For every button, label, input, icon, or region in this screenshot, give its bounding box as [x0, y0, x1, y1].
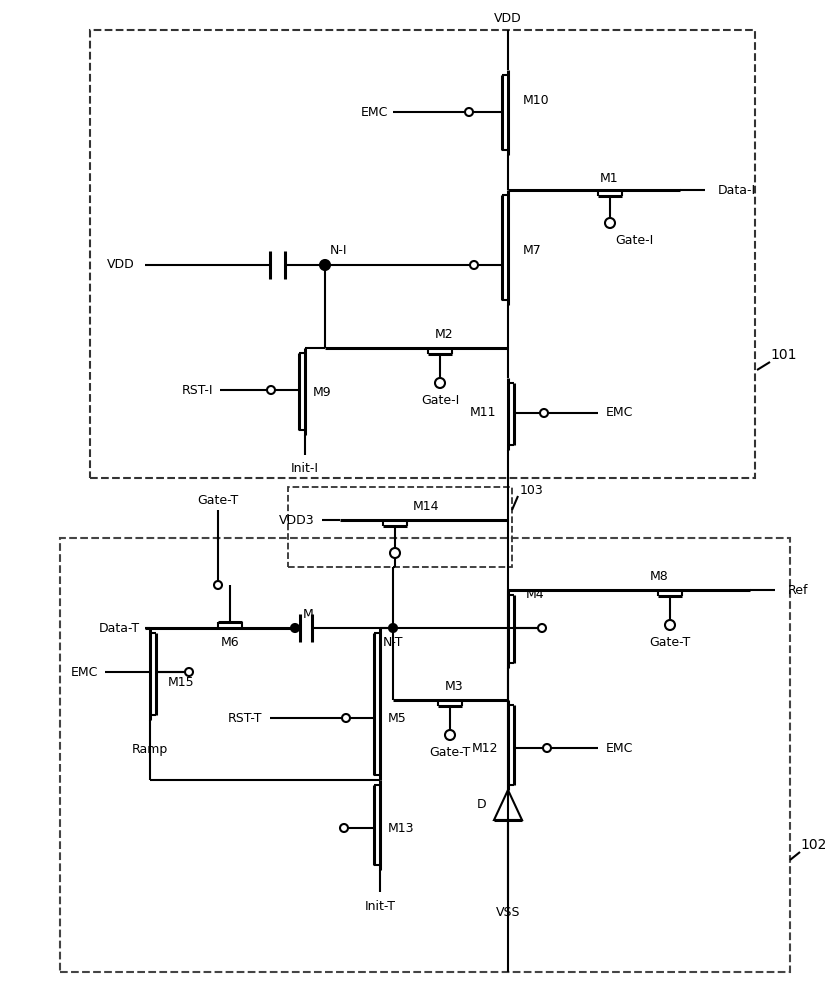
Circle shape [665, 620, 675, 630]
Text: M1: M1 [600, 172, 619, 184]
Circle shape [185, 668, 193, 676]
Text: M12: M12 [471, 742, 498, 754]
Text: M4: M4 [526, 588, 545, 601]
Circle shape [445, 730, 455, 740]
Circle shape [214, 581, 222, 589]
Circle shape [543, 744, 551, 752]
Text: M5: M5 [388, 712, 407, 724]
Text: 103: 103 [520, 484, 544, 496]
Text: Gate-I: Gate-I [615, 233, 653, 246]
Circle shape [390, 548, 400, 558]
Circle shape [340, 824, 348, 832]
Bar [60, 538, 790, 972]
Text: VDD: VDD [494, 11, 522, 24]
Circle shape [540, 409, 548, 417]
Text: M2: M2 [435, 328, 454, 340]
Circle shape [267, 386, 275, 394]
Text: EMC: EMC [606, 406, 633, 420]
Text: 102: 102 [800, 838, 826, 852]
Circle shape [291, 624, 299, 632]
Text: Data-I: Data-I [718, 184, 756, 196]
Text: VDD3: VDD3 [279, 514, 315, 526]
Text: Gate-T: Gate-T [650, 636, 691, 648]
Text: Ramp: Ramp [132, 744, 168, 756]
Text: M3: M3 [445, 680, 464, 692]
Text: Init-T: Init-T [364, 900, 395, 912]
Circle shape [435, 378, 445, 388]
Text: VDD: VDD [108, 258, 135, 271]
Text: N-I: N-I [330, 244, 348, 257]
Text: M6: M6 [221, 637, 239, 650]
Bar [288, 487, 512, 567]
Circle shape [538, 624, 546, 632]
Text: N-T: N-T [383, 636, 404, 648]
Text: M: M [303, 607, 314, 620]
Text: M14: M14 [413, 500, 440, 514]
Circle shape [342, 714, 350, 722]
Text: Gate-I: Gate-I [421, 393, 460, 406]
Text: M8: M8 [650, 570, 669, 582]
Circle shape [389, 624, 397, 632]
Text: Init-I: Init-I [291, 462, 319, 475]
Text: Data-T: Data-T [99, 621, 140, 635]
Circle shape [320, 260, 330, 270]
Text: M10: M10 [523, 94, 550, 106]
Text: M15: M15 [168, 676, 194, 688]
Text: M7: M7 [523, 244, 542, 257]
Text: M9: M9 [313, 386, 332, 399]
Circle shape [470, 261, 478, 269]
Circle shape [465, 108, 473, 116]
Text: RST-I: RST-I [182, 383, 213, 396]
Text: Ref: Ref [788, 584, 808, 596]
Text: RST-T: RST-T [228, 712, 262, 724]
Text: D: D [476, 798, 486, 812]
Text: EMC: EMC [606, 742, 633, 754]
Text: Gate-T: Gate-T [198, 493, 239, 506]
Text: VSS: VSS [495, 906, 520, 918]
Text: M11: M11 [470, 406, 496, 420]
Circle shape [605, 218, 615, 228]
Text: EMC: EMC [71, 666, 98, 678]
Text: M13: M13 [388, 822, 414, 834]
Text: EMC: EMC [360, 105, 388, 118]
Bar [90, 30, 755, 478]
Text: 101: 101 [770, 348, 796, 362]
Text: Gate-T: Gate-T [430, 746, 470, 758]
